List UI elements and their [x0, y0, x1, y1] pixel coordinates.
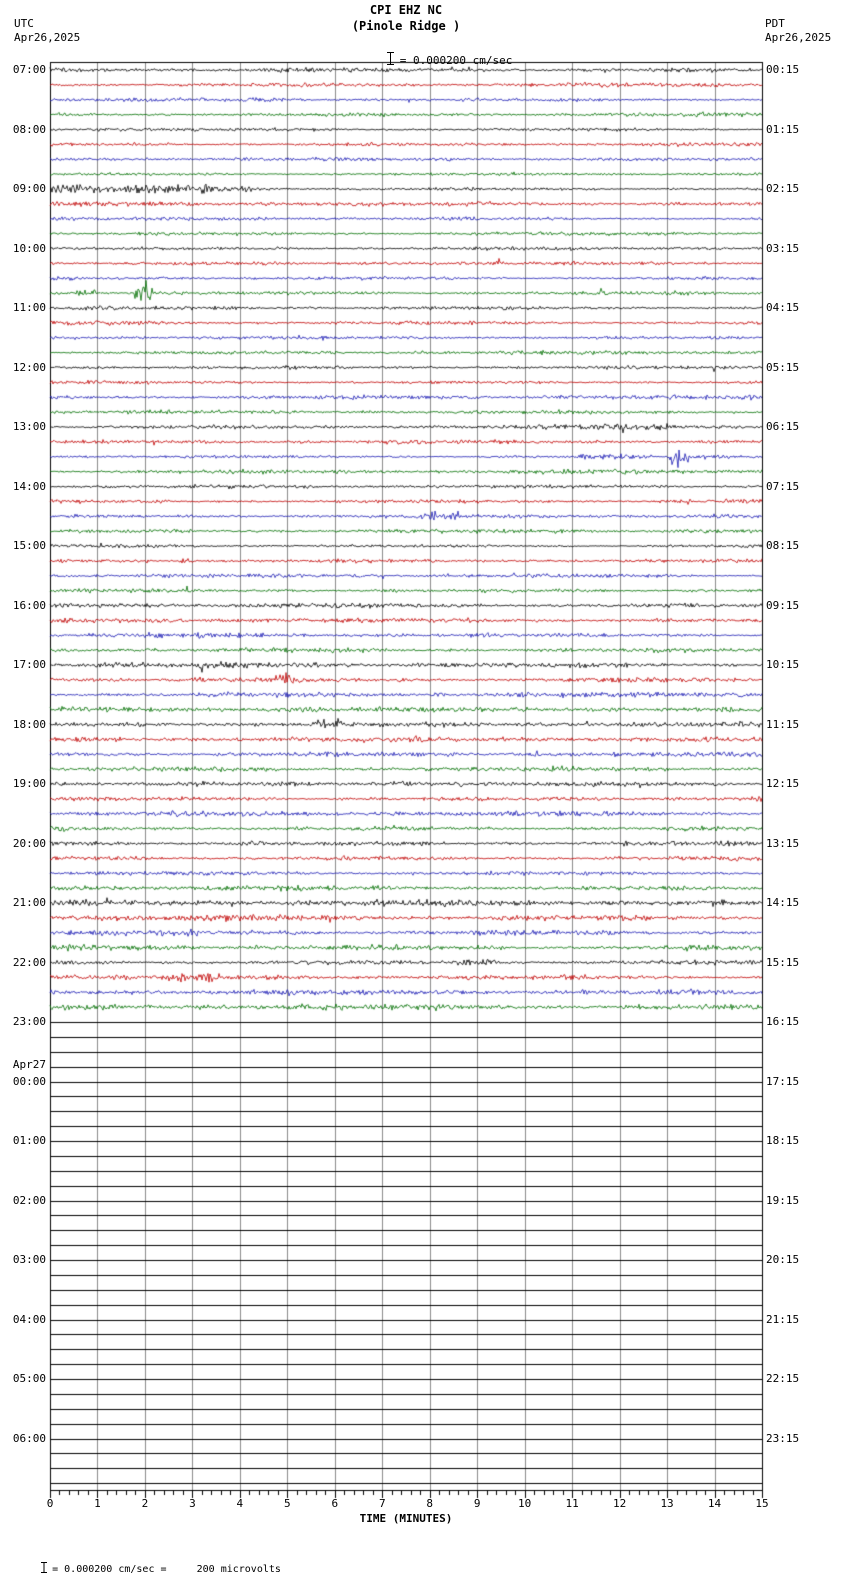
x-axis-title: TIME (MINUTES) [359, 1512, 453, 1525]
scale-ibeam-icon [346, 37, 395, 84]
footer-ibeam-icon [4, 1549, 48, 1584]
footer-scale-text: = 0.000200 cm/sec = 200 microvolts [52, 1563, 281, 1575]
utc-label: UTC [14, 17, 34, 30]
footer-scale-note: = 0.000200 cm/sec = 200 microvolts [4, 1549, 281, 1584]
pdt-date: Apr26,2025 [765, 31, 832, 44]
station-title: CPI EHZ NC [369, 3, 443, 17]
pdt-label: PDT [765, 17, 785, 30]
scale-text: = 0.000200 cm/sec [399, 53, 513, 67]
station-subtitle: (Pinole Ridge ) [351, 19, 461, 33]
utc-date: Apr26,2025 [14, 31, 81, 44]
scale-indicator: = 0.000200 cm/sec [346, 37, 512, 84]
